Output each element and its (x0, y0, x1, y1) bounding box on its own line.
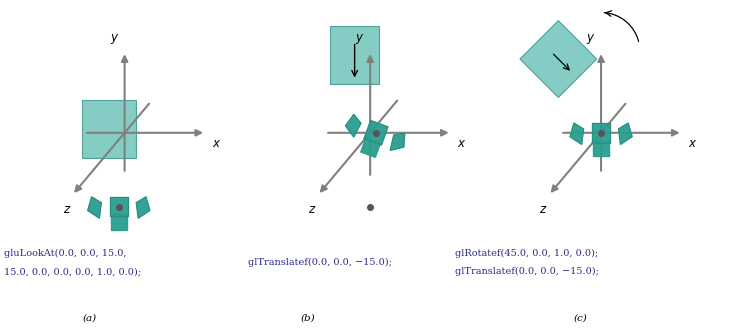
Bar (82, 100, 136, 158)
Text: y: y (356, 31, 362, 43)
Text: y: y (586, 31, 593, 43)
Text: z: z (309, 203, 314, 216)
Polygon shape (619, 123, 632, 144)
Polygon shape (390, 133, 405, 150)
Polygon shape (592, 123, 611, 142)
Polygon shape (345, 115, 361, 137)
Text: glTranslatef(0.0, 0.0, −15.0);: glTranslatef(0.0, 0.0, −15.0); (455, 267, 599, 276)
Text: (a): (a) (83, 314, 97, 323)
Polygon shape (111, 214, 127, 230)
Text: glTranslatef(0.0, 0.0, −15.0);: glTranslatef(0.0, 0.0, −15.0); (248, 258, 392, 267)
Polygon shape (364, 121, 388, 145)
Polygon shape (570, 123, 583, 144)
Polygon shape (88, 197, 101, 218)
Text: x: x (212, 137, 219, 150)
Text: x: x (688, 137, 696, 150)
Polygon shape (593, 140, 609, 156)
Text: gluLookAt(0.0, 0.0, 15.0,: gluLookAt(0.0, 0.0, 15.0, (4, 249, 127, 258)
Text: 15.0, 0.0, 0.0, 0.0, 1.0, 0.0);: 15.0, 0.0, 0.0, 0.0, 1.0, 0.0); (4, 267, 141, 276)
Text: glRotatef(45.0, 0.0, 1.0, 0.0);: glRotatef(45.0, 0.0, 1.0, 0.0); (455, 249, 598, 258)
Polygon shape (109, 197, 128, 216)
Text: z: z (539, 203, 545, 216)
Bar (331, 26, 379, 84)
Text: x: x (457, 137, 465, 150)
Bar (520, 21, 597, 98)
Text: (b): (b) (301, 314, 315, 323)
Polygon shape (361, 137, 380, 157)
Text: y: y (110, 31, 117, 43)
Polygon shape (136, 197, 150, 218)
Text: z: z (63, 203, 69, 216)
Text: (c): (c) (573, 314, 587, 323)
